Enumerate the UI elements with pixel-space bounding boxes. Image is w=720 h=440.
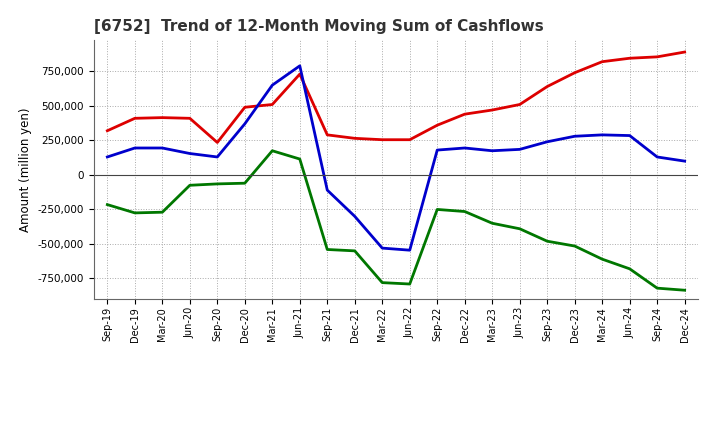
Investing Cashflow <box>186 183 194 188</box>
Investing Cashflow <box>433 207 441 212</box>
Free Cashflow <box>543 139 552 144</box>
Operating Cashflow <box>653 54 662 59</box>
Investing Cashflow <box>488 220 497 226</box>
Investing Cashflow <box>268 148 276 154</box>
Free Cashflow <box>516 147 524 152</box>
Line: Free Cashflow: Free Cashflow <box>107 66 685 250</box>
Investing Cashflow <box>460 209 469 214</box>
Operating Cashflow <box>598 59 606 64</box>
Operating Cashflow <box>488 107 497 113</box>
Text: [6752]  Trend of 12-Month Moving Sum of Cashflows: [6752] Trend of 12-Month Moving Sum of C… <box>94 19 544 34</box>
Operating Cashflow <box>295 71 304 77</box>
Free Cashflow <box>130 145 139 150</box>
Operating Cashflow <box>378 137 387 143</box>
Free Cashflow <box>186 151 194 156</box>
Line: Operating Cashflow: Operating Cashflow <box>107 52 685 143</box>
Free Cashflow <box>158 145 166 150</box>
Investing Cashflow <box>103 202 112 207</box>
Operating Cashflow <box>186 116 194 121</box>
Free Cashflow <box>433 147 441 153</box>
Investing Cashflow <box>130 210 139 216</box>
Investing Cashflow <box>626 266 634 271</box>
Operating Cashflow <box>158 115 166 120</box>
Investing Cashflow <box>543 238 552 244</box>
Free Cashflow <box>405 248 414 253</box>
Free Cashflow <box>323 187 332 193</box>
Free Cashflow <box>460 145 469 150</box>
Operating Cashflow <box>433 123 441 128</box>
Operating Cashflow <box>460 111 469 117</box>
Free Cashflow <box>295 63 304 69</box>
Line: Investing Cashflow: Investing Cashflow <box>107 151 685 290</box>
Investing Cashflow <box>378 280 387 285</box>
Free Cashflow <box>653 154 662 160</box>
Free Cashflow <box>488 148 497 154</box>
Operating Cashflow <box>626 55 634 61</box>
Operating Cashflow <box>543 84 552 89</box>
Free Cashflow <box>626 133 634 138</box>
Operating Cashflow <box>130 116 139 121</box>
Free Cashflow <box>103 154 112 160</box>
Investing Cashflow <box>240 180 249 186</box>
Free Cashflow <box>378 246 387 251</box>
Investing Cashflow <box>351 248 359 253</box>
Investing Cashflow <box>598 257 606 262</box>
Operating Cashflow <box>516 102 524 107</box>
Operating Cashflow <box>405 137 414 143</box>
Investing Cashflow <box>570 243 579 249</box>
Investing Cashflow <box>405 281 414 286</box>
Free Cashflow <box>570 134 579 139</box>
Operating Cashflow <box>680 49 689 55</box>
Free Cashflow <box>240 121 249 126</box>
Operating Cashflow <box>213 140 222 145</box>
Operating Cashflow <box>103 128 112 133</box>
Free Cashflow <box>351 214 359 219</box>
Y-axis label: Amount (million yen): Amount (million yen) <box>19 107 32 231</box>
Operating Cashflow <box>570 70 579 75</box>
Investing Cashflow <box>295 156 304 161</box>
Investing Cashflow <box>680 288 689 293</box>
Investing Cashflow <box>653 286 662 291</box>
Free Cashflow <box>598 132 606 138</box>
Operating Cashflow <box>268 102 276 107</box>
Operating Cashflow <box>240 105 249 110</box>
Investing Cashflow <box>323 247 332 252</box>
Operating Cashflow <box>323 132 332 138</box>
Free Cashflow <box>213 154 222 160</box>
Free Cashflow <box>268 83 276 88</box>
Investing Cashflow <box>213 181 222 187</box>
Operating Cashflow <box>351 136 359 141</box>
Investing Cashflow <box>516 226 524 231</box>
Free Cashflow <box>680 158 689 164</box>
Investing Cashflow <box>158 209 166 215</box>
